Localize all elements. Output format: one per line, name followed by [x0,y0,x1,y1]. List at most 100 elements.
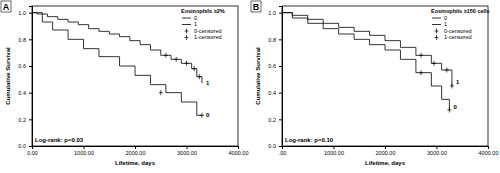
curve-label: 1 [206,80,210,86]
legend-swatch [432,18,441,19]
y-tick-mark [279,119,282,120]
y-tick-label: 1.0 [268,10,276,16]
x-axis-title: Lifetime, days [115,160,156,166]
censored-mark [159,90,163,95]
y-tick-label: 0.4 [268,90,276,96]
y-tick-mark [29,146,32,147]
y-tick: 0.6 [268,63,282,69]
x-axis-line [33,147,239,150]
legend-swatch [182,18,191,19]
y-tick: 1.0 [268,10,282,16]
y-tick-label: 0.8 [18,37,26,43]
panel-label-box [251,1,261,12]
x-tick-label: 3000.00 [177,150,197,156]
y-tick: 0.0 [268,143,282,149]
legend-entry: 1-censored [194,34,222,40]
x-tick-label: 2000.00 [376,150,396,156]
x-tick-mark [488,146,489,149]
x-axis: .00 1000.00 2000.00 3000.00 4000.00 [279,146,499,156]
legend-title: Eosinophils ≥150 cells [431,8,490,14]
y-tick-label: 1.0 [18,10,26,16]
y-tick-mark [29,39,32,40]
y-tick-label: 0.2 [268,117,276,123]
legend-swatch [432,24,441,25]
y-tick: 0.2 [18,117,32,123]
y-tick-mark [29,66,32,67]
panel-label: B [253,2,260,12]
x-tick-label: 3000.00 [427,150,447,156]
y-tick: 0.8 [18,37,32,43]
x-tick-mark [385,146,386,149]
survival-curve [282,13,449,110]
x-tick-mark [334,146,335,149]
x-tick-mark [187,146,188,149]
y-tick: 0.4 [268,90,282,96]
y-tick-label: 0.2 [18,117,26,123]
y-tick-label: 0.8 [268,37,276,43]
x-tick-label: 4000.00 [479,150,499,156]
x-tick-label: 2000.00 [126,150,146,156]
panel: 0.001000.002000.003000.004000.000.00.20.… [1,1,248,166]
censored-mark [164,53,168,58]
legend: Eosinophils ≥2%010-censored1-censored [179,7,237,41]
x-tick-label: 1000.00 [324,150,344,156]
censored-mark [447,108,451,113]
y-axis: 0.00.20.40.60.81.0 [18,7,32,150]
y-axis-line [29,7,33,147]
y-tick-label: 0.4 [18,90,26,96]
y-tick-mark [29,119,32,120]
y-axis-title: Cumulative Survival [5,47,11,105]
x-tick: 3000.00 [177,146,197,156]
legend-entry: 0-censored [444,28,472,34]
censored-mark [450,84,454,89]
plot-frame [32,6,238,146]
x-tick-label: 0.00 [27,150,38,156]
legend-swatch [185,35,189,40]
y-axis: 0.0 0.2 0.4 0.6 0.8 1.0 [268,7,282,150]
x-tick: 1000.00 [324,146,344,156]
y-tick: 0.6 [18,63,32,69]
legend-entry: 0 [444,15,447,21]
legend-swatch [435,29,439,34]
x-tick: 1000.00 [74,146,94,156]
figure: 0.001000.002000.003000.004000.000.00.20.… [0,0,500,173]
x-tick: 2000.00 [126,146,146,156]
legend-entry: 1 [444,21,447,27]
y-tick: 0.4 [18,90,32,96]
legend-title: Eosinophils ≥2% [181,8,225,14]
y-tick: 0.8 [268,37,282,43]
x-tick-mark [135,146,136,149]
y-tick: 0.2 [268,117,282,123]
curve-label: 0 [453,104,457,110]
plot-area [282,13,454,113]
y-axis-title: Cumulative Survival [255,47,261,105]
y-tick-label: 0.0 [268,143,276,149]
x-tick: 3000.00 [427,146,447,156]
survival-curve [282,13,452,86]
panel-label: A [3,2,10,12]
censored-mark [197,74,201,79]
y-tick-mark [279,93,282,94]
censored-mark [419,70,423,75]
censored-mark [185,61,189,66]
legend-swatch [185,29,189,34]
y-tick-mark [279,146,282,147]
legend-entry: 0-censored [194,28,222,34]
x-tick-label: 1000.00 [74,150,94,156]
y-tick-mark [279,39,282,40]
test-annotation: Log-rank: p=0.03 [35,137,84,143]
curve-label: 1 [456,79,460,85]
censored-mark [174,57,178,62]
x-tick-mark [84,146,85,149]
x-tick-label: .00 [279,150,287,156]
test-annotation: Log-rank: p=0.10 [285,137,334,143]
curve-label: 0 [206,112,210,118]
legend: Eosinophils ≥150 cells010-censored1-cens… [429,7,490,41]
x-tick: 4000.00 [479,146,499,156]
legend-box [179,7,237,41]
panel-label-box [1,1,11,12]
panel: .00 1000.00 2000.00 3000.00 4000.00 0.0 0.2 0.4… [251,1,498,166]
x-axis: 0.001000.002000.003000.004000.00 [27,146,248,156]
legend-entry: 1-censored [444,34,472,40]
censored-mark [200,113,204,118]
